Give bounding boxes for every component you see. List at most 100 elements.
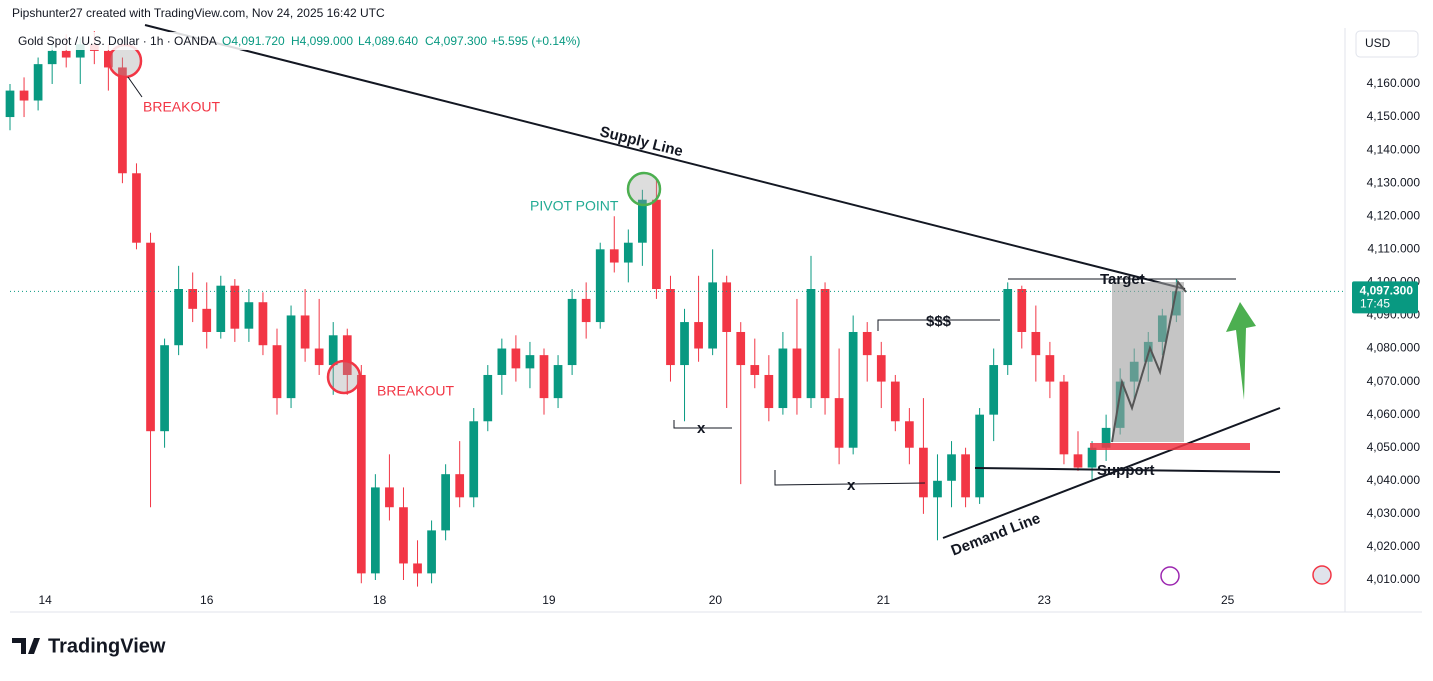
candle-body [876, 355, 886, 382]
candle-body [160, 345, 169, 432]
breakout-label: BREAKOUT [143, 99, 220, 115]
y-tick-label: 4,070.000 [1367, 374, 1421, 388]
candle-body [862, 331, 872, 356]
candle-body [75, 44, 85, 58]
candle-body [525, 355, 535, 369]
candle-body [385, 487, 394, 508]
x-tick-label: 19 [542, 593, 556, 607]
candle-body [118, 67, 127, 174]
x-line [673, 420, 732, 429]
supply-label: Supply Line [598, 123, 685, 160]
candle-body [427, 530, 436, 574]
candle-body [19, 90, 29, 101]
candle-body [314, 348, 324, 366]
quote-high: H4,099.000 [291, 34, 353, 48]
candle-body [736, 331, 746, 366]
breakout-circle [326, 359, 362, 395]
candle-body [328, 335, 338, 366]
candle-body [146, 242, 155, 432]
event-icon[interactable] [1160, 566, 1180, 586]
candle-body [890, 381, 900, 422]
x-tick-label: 21 [877, 593, 891, 607]
quote-close: C4,097.300 [425, 34, 487, 48]
candle-body [413, 563, 422, 574]
candle-body [230, 285, 240, 329]
y-tick-label: 4,010.000 [1367, 572, 1421, 586]
x-tick-label: 14 [38, 593, 52, 607]
x-tick-label: 16 [200, 593, 214, 607]
supply-line [144, 24, 1186, 290]
candle-body [834, 398, 844, 448]
candle-body [848, 331, 858, 448]
event-icon[interactable] [1312, 565, 1332, 585]
candle-body [1101, 427, 1111, 448]
credit: Pipshunter27 created with TradingView.co… [12, 6, 385, 20]
candle-body [202, 308, 212, 332]
candle-body [905, 421, 914, 448]
projection-path [1111, 279, 1187, 443]
quote-line: Gold Spot / U.S. Dollar · 1h · OANDA O4,… [12, 32, 582, 50]
candle-body [708, 282, 717, 349]
candle-body [483, 374, 493, 422]
candle-body [1087, 447, 1097, 468]
support-zone [1090, 443, 1250, 450]
up-arrow [1226, 302, 1256, 400]
candle-body [1073, 454, 1083, 468]
quote-low: L4,089.640 [358, 34, 418, 48]
candle-body [441, 474, 450, 531]
candle-body [356, 374, 366, 574]
candle-body [188, 288, 198, 309]
y-tick-label: 4,060.000 [1367, 407, 1421, 421]
callout [127, 76, 143, 98]
candle-body [1003, 288, 1013, 366]
x-tick-label: 25 [1221, 593, 1235, 607]
brand-name: TradingView [48, 635, 166, 657]
y-tick-label: 4,050.000 [1367, 440, 1421, 454]
x-label: x [697, 420, 706, 437]
last-price-label: 4,097.300 [1360, 283, 1414, 297]
y-tick-label: 4,030.000 [1367, 506, 1421, 520]
candle-body [581, 298, 591, 323]
x-label: x [847, 477, 856, 494]
candle-body [399, 507, 408, 564]
candle-body [539, 355, 549, 399]
candle-body [806, 288, 816, 399]
candle-body [595, 249, 605, 323]
quote-bg [12, 32, 582, 50]
target-label: Target [1100, 271, 1145, 288]
pivot-circle [626, 171, 662, 207]
quote-open: O4,091.720 [222, 34, 285, 48]
candle-body [47, 50, 57, 65]
candle-body [778, 348, 788, 409]
candle-body [666, 288, 675, 366]
brand: TradingView [12, 635, 166, 657]
candle-body [455, 474, 465, 498]
support-label: Support [1097, 462, 1155, 479]
currency: USD [1365, 36, 1391, 50]
candle-body [933, 480, 942, 498]
demand-line [942, 407, 1281, 539]
y-tick-label: 4,110.000 [1368, 241, 1421, 255]
y-tick-label: 4,160.000 [1367, 76, 1421, 90]
y-tick-label: 4,130.000 [1367, 175, 1421, 189]
candle-body [652, 199, 661, 289]
candle-body [638, 199, 647, 243]
candle-body [609, 249, 619, 263]
candle-body [764, 374, 774, 409]
candle-body [132, 173, 141, 243]
drawings [144, 24, 1281, 539]
x-tick-label: 18 [373, 593, 387, 607]
y-tick-label: 4,120.000 [1367, 208, 1421, 222]
last-price-box [1352, 281, 1418, 314]
x-line [774, 470, 926, 486]
y-tick-label: 4,040.000 [1367, 473, 1421, 487]
breakout-label: BREAKOUT [377, 383, 454, 399]
candle-body [511, 348, 521, 369]
currency-button[interactable] [1355, 30, 1419, 58]
y-tick-label: 4,020.000 [1367, 539, 1421, 553]
candle-body [497, 348, 507, 375]
candle-body [272, 345, 282, 399]
candle-body [1017, 288, 1027, 332]
liquidity-label: $$$ [926, 313, 952, 330]
